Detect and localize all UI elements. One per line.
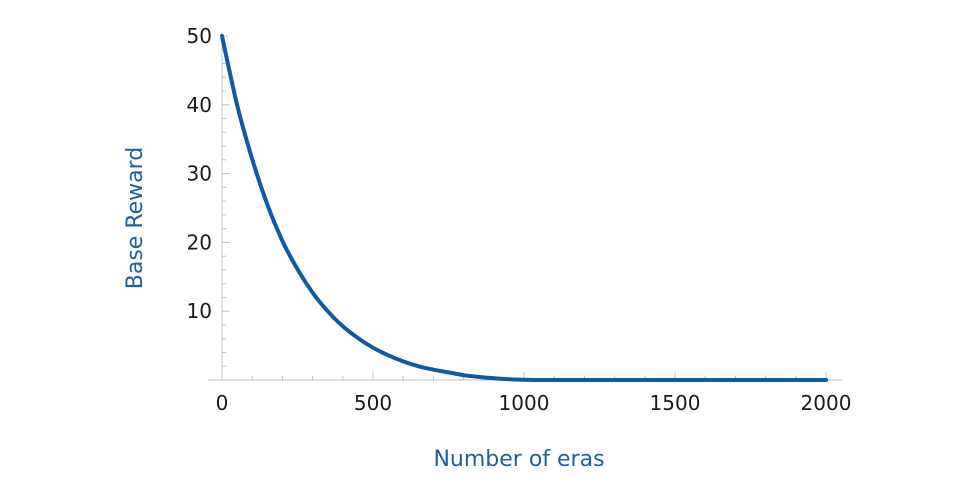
y-axis-title: Base Reward (123, 147, 148, 290)
y-tick-label: 40 (187, 93, 212, 117)
x-tick-label: 1500 (650, 391, 701, 415)
series-layer (220, 34, 828, 383)
y-tick-label: 20 (187, 230, 212, 254)
y-tick-label: 50 (187, 24, 212, 48)
x-tick-label: 0 (216, 391, 229, 415)
x-axis-title: Number of eras (433, 447, 604, 472)
x-tick-label: 500 (354, 391, 392, 415)
y-tick-label: 30 (187, 162, 212, 186)
x-tick-label: 1000 (499, 391, 550, 415)
series-line (220, 34, 828, 383)
x-tick-label: 2000 (801, 391, 852, 415)
y-tick-label: 10 (187, 299, 212, 323)
y-axis: 10 20 30 40 50 (187, 24, 230, 380)
